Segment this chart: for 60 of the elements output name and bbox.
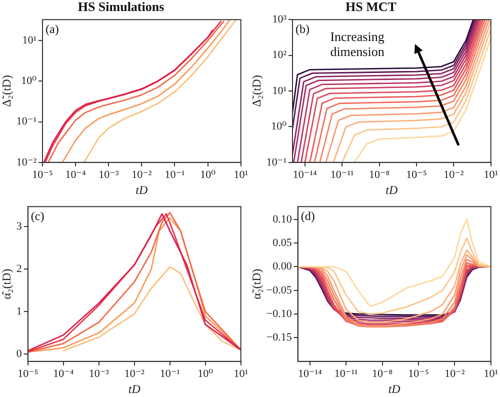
x-tick-label: 10⁻⁸ (368, 168, 390, 181)
y-tick-label: 0.05 (272, 236, 292, 249)
y-tick-label: 10² (272, 49, 288, 62)
x-tick-label: 10⁻² (444, 168, 464, 181)
y-tick-label: 0 (16, 348, 22, 360)
x-tick-label: 10⁻² (132, 168, 152, 181)
y-axis-title: Δ̃₂(tD) (249, 75, 264, 107)
annotation: (a) (46, 22, 59, 36)
y-tick-label: −0.05 (266, 284, 292, 296)
x-tick-label: 10⁻⁵ (32, 168, 53, 181)
x-tick-label: 10⁻⁴ (65, 168, 86, 181)
y-tick-label: 10⁻¹ (266, 156, 287, 168)
y-axis-title: Δ̃₂(tD) (0, 75, 14, 107)
x-tick-label: 10⁻² (444, 368, 466, 380)
y-axis-title: α̂₂(tD) (0, 268, 14, 300)
annotation: (c) (30, 208, 44, 223)
y-tick-label: 10³ (272, 13, 288, 26)
x-tick-label: 10⁻³ (98, 168, 120, 181)
x-tick-label: 10⁻¹⁴ (292, 168, 318, 181)
x-tick-label: 10¹ (484, 168, 498, 181)
annotation: (b) (296, 22, 310, 36)
y-tick-label: 10⁰ (21, 75, 38, 88)
chart-title: HS MCT (346, 0, 397, 14)
y-tick-label: 0.00 (272, 260, 292, 273)
annotation: (d) (300, 208, 315, 223)
x-tick-label: 10⁻¹⁴ (298, 368, 322, 380)
y-axis-title: α̃₂(tD) (249, 268, 264, 300)
x-tick-label: 10⁻⁴ (53, 368, 74, 380)
x-tick-label: 10¹ (234, 168, 248, 181)
y-tick-label: 10⁻¹ (16, 116, 37, 128)
x-tick-label: 10⁰ (198, 368, 214, 380)
x-axis-title: tD (388, 382, 401, 396)
y-tick-label: −0.15 (266, 332, 292, 344)
y-tick-label: 10¹ (272, 84, 287, 97)
x-tick-label: 10⁻¹¹ (334, 368, 358, 380)
y-tick-label: 0.10 (272, 213, 292, 226)
x-tick-label: 10⁻² (124, 368, 146, 380)
y-tick-label: 3 (16, 220, 22, 232)
x-tick-label: 10⁻¹¹ (330, 168, 354, 181)
chart-title: HS Simulations (78, 0, 164, 14)
x-tick-label: 10⁰ (200, 168, 216, 181)
y-tick-label: 1 (16, 306, 22, 318)
x-axis-title: tD (136, 182, 148, 197)
y-tick-label: −0.10 (266, 308, 292, 320)
y-tick-label: 10⁻² (16, 156, 38, 168)
annotation: Increasing dimension (330, 28, 385, 59)
x-axis-title: tD (128, 382, 141, 396)
x-tick-label: 10¹ (484, 368, 498, 380)
x-tick-label: 10⁻⁸ (372, 368, 393, 380)
x-tick-label: 10⁻³ (88, 368, 110, 380)
x-axis-title: tD (386, 182, 398, 197)
y-tick-label: 2 (16, 263, 22, 276)
x-tick-label: 10¹ (234, 368, 248, 380)
y-tick-label: 10¹ (22, 34, 37, 47)
x-tick-label: 10⁻¹ (164, 168, 185, 181)
x-tick-label: 10⁻⁵ (18, 368, 38, 380)
x-tick-label: 10⁻⁵ (406, 168, 427, 181)
x-tick-label: 10⁻⁵ (408, 368, 429, 380)
y-tick-label: 10⁰ (271, 120, 288, 133)
x-tick-label: 10⁻¹ (160, 368, 180, 380)
